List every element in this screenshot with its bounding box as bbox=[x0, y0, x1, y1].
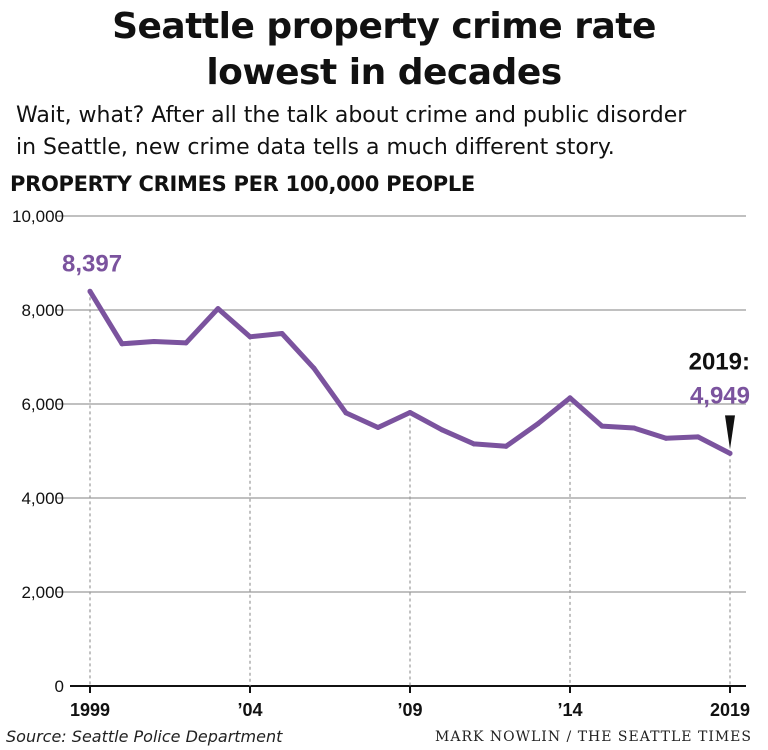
pointer-triangle-icon bbox=[725, 415, 735, 450]
data-point bbox=[407, 409, 413, 415]
x-tick-label: ’09 bbox=[397, 700, 422, 720]
data-point bbox=[567, 395, 573, 401]
y-tick-label: 10,000 bbox=[12, 207, 64, 226]
data-point bbox=[503, 443, 509, 449]
x-tick-label: 2019 bbox=[710, 700, 750, 720]
chart-title: Seattle property crime rate lowest in de… bbox=[0, 4, 768, 96]
data-point bbox=[375, 425, 381, 430]
y-tick-label: 6,000 bbox=[21, 395, 64, 414]
credit-line: MARK NOWLIN / THE SEATTLE TIMES bbox=[435, 729, 752, 745]
x-tick-label: ’04 bbox=[237, 700, 262, 720]
chart-subtitle: Wait, what? After all the talk about cri… bbox=[16, 100, 756, 164]
data-point bbox=[343, 410, 349, 416]
title-line-1: Seattle property crime rate bbox=[112, 6, 656, 47]
subtitle-line-2: in Seattle, new crime data tells a much … bbox=[16, 135, 615, 160]
data-point bbox=[663, 435, 669, 441]
data-point bbox=[151, 338, 157, 344]
data-point bbox=[311, 365, 317, 371]
source-note: Source: Seattle Police Department bbox=[6, 727, 283, 746]
data-point bbox=[247, 334, 253, 340]
data-point bbox=[695, 434, 701, 440]
data-point bbox=[215, 306, 221, 312]
start-value-label: 8,397 bbox=[62, 250, 122, 277]
end-year-label: 2019: bbox=[689, 348, 750, 375]
subtitle-line-1: Wait, what? After all the talk about cri… bbox=[16, 103, 687, 128]
data-point bbox=[119, 341, 125, 347]
y-tick-label: 8,000 bbox=[21, 301, 64, 320]
data-point bbox=[535, 421, 541, 427]
data-point bbox=[279, 331, 285, 336]
data-point bbox=[471, 441, 477, 447]
data-point bbox=[183, 340, 189, 346]
data-point bbox=[87, 288, 93, 294]
data-point bbox=[439, 427, 445, 433]
data-point bbox=[631, 425, 637, 431]
data-point bbox=[599, 423, 605, 429]
title-line-2: lowest in decades bbox=[206, 52, 562, 93]
x-tick-label: ’14 bbox=[557, 700, 582, 720]
y-axis-label: PROPERTY CRIMES PER 100,000 PEOPLE bbox=[10, 172, 475, 196]
x-tick-label: 1999 bbox=[70, 700, 110, 720]
y-tick-label: 0 bbox=[55, 677, 64, 696]
y-tick-label: 4,000 bbox=[21, 489, 64, 508]
data-point bbox=[727, 450, 733, 456]
end-value-label: 4,949 bbox=[690, 382, 750, 409]
y-tick-label: 2,000 bbox=[21, 583, 64, 602]
